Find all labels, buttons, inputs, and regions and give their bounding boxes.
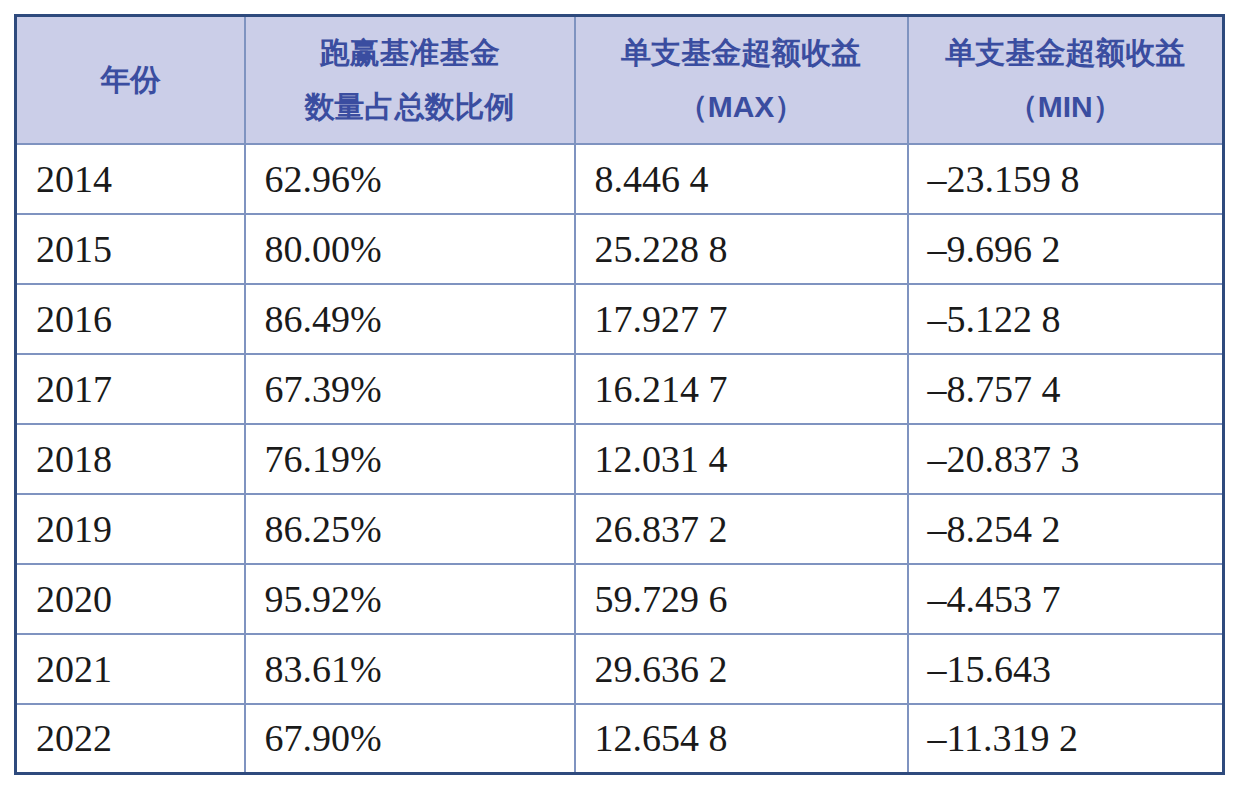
table-cell-excess-return-min: –8.254 2 — [908, 494, 1224, 564]
table-cell-excess-return-max: 12.031 4 — [575, 424, 908, 494]
table-body: 201462.96%8.446 4–23.159 8201580.00%25.2… — [16, 144, 1224, 774]
column-header-line: （MAX） — [580, 80, 903, 134]
table-cell-excess-return-max: 25.228 8 — [575, 214, 908, 284]
table-cell-outperform-ratio: 80.00% — [245, 214, 575, 284]
table-row: 201686.49%17.927 7–5.122 8 — [16, 284, 1224, 354]
table-cell-year: 2022 — [16, 704, 245, 774]
table-cell-excess-return-min: –9.696 2 — [908, 214, 1224, 284]
table-cell-year: 2020 — [16, 564, 245, 634]
column-header-line: 年份 — [21, 53, 240, 107]
table-cell-outperform-ratio: 95.92% — [245, 564, 575, 634]
table-cell-excess-return-min: –5.122 8 — [908, 284, 1224, 354]
table-row: 201986.25%26.837 2–8.254 2 — [16, 494, 1224, 564]
table-cell-excess-return-max: 12.654 8 — [575, 704, 908, 774]
table-cell-excess-return-min: –23.159 8 — [908, 144, 1224, 214]
table-row: 202095.92%59.729 6–4.453 7 — [16, 564, 1224, 634]
column-header-line: 单支基金超额收益 — [913, 26, 1219, 80]
table-cell-outperform-ratio: 86.49% — [245, 284, 575, 354]
table-cell-year: 2017 — [16, 354, 245, 424]
column-header-outperform-ratio: 跑赢基准基金数量占总数比例 — [245, 16, 575, 144]
column-header-excess-return-min: 单支基金超额收益（MIN） — [908, 16, 1224, 144]
table-cell-excess-return-min: –4.453 7 — [908, 564, 1224, 634]
table-row: 201462.96%8.446 4–23.159 8 — [16, 144, 1224, 214]
table-cell-year: 2015 — [16, 214, 245, 284]
page: 年份跑赢基准基金数量占总数比例单支基金超额收益（MAX）单支基金超额收益（MIN… — [0, 0, 1237, 788]
table-cell-year: 2016 — [16, 284, 245, 354]
table-cell-excess-return-max: 26.837 2 — [575, 494, 908, 564]
column-header-line: 数量占总数比例 — [250, 80, 570, 134]
column-header-line: 单支基金超额收益 — [580, 26, 903, 80]
table-cell-year: 2019 — [16, 494, 245, 564]
table-cell-year: 2014 — [16, 144, 245, 214]
table-cell-excess-return-min: –15.643 — [908, 634, 1224, 704]
table-row: 201580.00%25.228 8–9.696 2 — [16, 214, 1224, 284]
table-cell-outperform-ratio: 67.90% — [245, 704, 575, 774]
table-cell-year: 2021 — [16, 634, 245, 704]
table-cell-excess-return-min: –11.319 2 — [908, 704, 1224, 774]
table-row: 202267.90%12.654 8–11.319 2 — [16, 704, 1224, 774]
table-cell-outperform-ratio: 83.61% — [245, 634, 575, 704]
column-header-line: 跑赢基准基金 — [250, 26, 570, 80]
column-header-excess-return-max: 单支基金超额收益（MAX） — [575, 16, 908, 144]
table-cell-excess-return-min: –8.757 4 — [908, 354, 1224, 424]
table-cell-excess-return-max: 29.636 2 — [575, 634, 908, 704]
table-cell-outperform-ratio: 86.25% — [245, 494, 575, 564]
table-cell-excess-return-max: 16.214 7 — [575, 354, 908, 424]
table-row: 201876.19%12.031 4–20.837 3 — [16, 424, 1224, 494]
table-row: 201767.39%16.214 7–8.757 4 — [16, 354, 1224, 424]
table-cell-year: 2018 — [16, 424, 245, 494]
table-row: 202183.61%29.636 2–15.643 — [16, 634, 1224, 704]
table-cell-outperform-ratio: 62.96% — [245, 144, 575, 214]
table-header: 年份跑赢基准基金数量占总数比例单支基金超额收益（MAX）单支基金超额收益（MIN… — [16, 16, 1224, 144]
column-header-year: 年份 — [16, 16, 245, 144]
fund-performance-table: 年份跑赢基准基金数量占总数比例单支基金超额收益（MAX）单支基金超额收益（MIN… — [14, 14, 1225, 775]
column-header-line: （MIN） — [913, 80, 1219, 134]
table-cell-excess-return-max: 59.729 6 — [575, 564, 908, 634]
table-cell-excess-return-max: 17.927 7 — [575, 284, 908, 354]
table-cell-excess-return-min: –20.837 3 — [908, 424, 1224, 494]
table-header-row: 年份跑赢基准基金数量占总数比例单支基金超额收益（MAX）单支基金超额收益（MIN… — [16, 16, 1224, 144]
table-cell-outperform-ratio: 76.19% — [245, 424, 575, 494]
table-cell-excess-return-max: 8.446 4 — [575, 144, 908, 214]
table-cell-outperform-ratio: 67.39% — [245, 354, 575, 424]
